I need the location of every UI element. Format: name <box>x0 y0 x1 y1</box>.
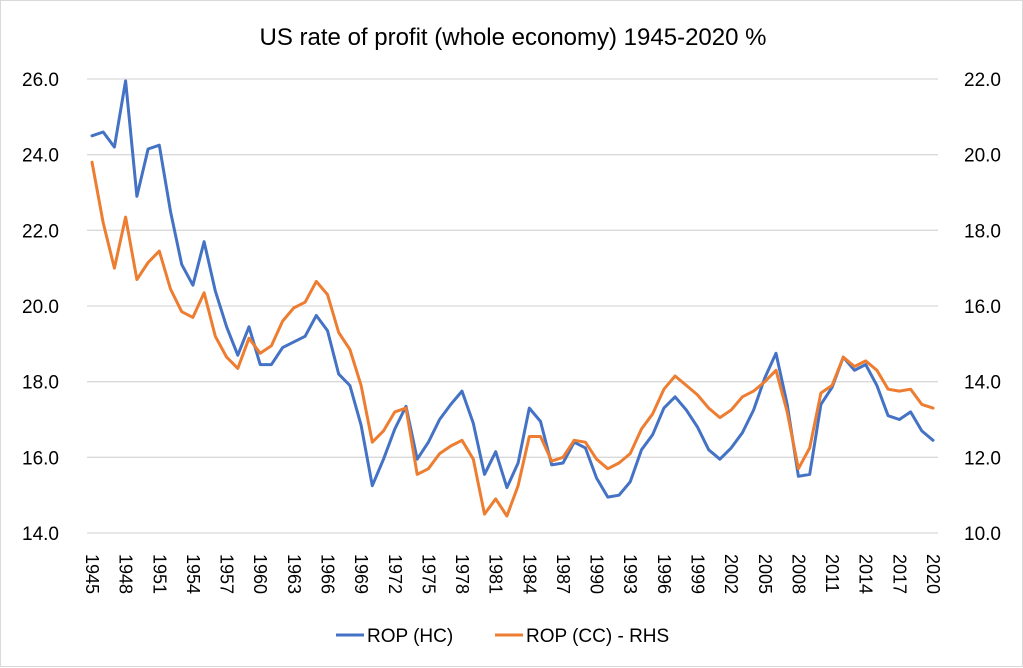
x-tick-label: 1996 <box>654 554 674 594</box>
x-tick-label: 2008 <box>788 554 808 594</box>
x-tick-label: 2002 <box>721 554 741 594</box>
x-axis: 1945 1948 1951 1954 1957 1960 1963 1966 1969 1972… <box>82 554 943 594</box>
y-tick-label-left: 16.0 <box>22 448 59 469</box>
x-tick-label: 1948 <box>116 554 136 594</box>
y-tick-label-right: 16.0 <box>964 297 1001 318</box>
x-tick-label: 1984 <box>519 554 539 594</box>
x-tick-label: 2005 <box>755 554 775 594</box>
y-tick-label-right: 20.0 <box>964 146 1001 167</box>
series-line-rop-hc <box>90 79 935 499</box>
y-tick-label-left: 26.0 <box>22 70 59 91</box>
x-tick-label: 1969 <box>351 554 371 594</box>
x-tick-label: 1990 <box>587 554 607 594</box>
legend-label-rop-cc: ROP (CC) - RHS <box>526 626 669 647</box>
y-tick-label-left: 14.0 <box>22 524 59 545</box>
x-tick-label: 2017 <box>889 554 909 594</box>
x-tick-label: 1960 <box>250 554 270 594</box>
y-tick-label-left: 18.0 <box>22 373 59 394</box>
x-tick-label: 1951 <box>149 554 169 594</box>
y-tick-label-left: 24.0 <box>22 146 59 167</box>
x-tick-label: 1993 <box>620 554 640 594</box>
x-tick-label: 1999 <box>688 554 708 594</box>
y-tick-label-left: 22.0 <box>22 221 59 242</box>
x-tick-label: 2011 <box>822 554 842 593</box>
x-tick-label: 1978 <box>452 554 472 594</box>
y-tick-label-left: 20.0 <box>22 297 59 318</box>
gridlines <box>87 78 938 534</box>
x-tick-label: 2020 <box>923 554 943 594</box>
y-tick-label-right: 10.0 <box>964 524 1001 545</box>
x-tick-label: 2014 <box>856 554 876 594</box>
x-tick-label: 1966 <box>317 554 337 594</box>
y-tick-label-right: 18.0 <box>964 221 1001 242</box>
y-tick-label-right: 22.0 <box>964 70 1001 91</box>
y-tick-label-right: 14.0 <box>964 373 1001 394</box>
x-tick-label: 1987 <box>553 554 573 594</box>
x-tick-label: 1957 <box>217 554 237 594</box>
y-tick-label-right: 12.0 <box>964 448 1001 469</box>
chart-title: US rate of profit (whole economy) 1945-2… <box>260 24 767 51</box>
series-layer <box>90 79 935 518</box>
x-tick-label: 1981 <box>486 554 506 594</box>
legend-label-rop-hc: ROP (HC) <box>367 626 453 647</box>
x-tick-label: 1975 <box>418 554 438 594</box>
y-axis-left: 26.0 24.0 22.0 20.0 18.0 16.0 14.0 <box>22 70 59 545</box>
x-tick-label: 1945 <box>82 554 102 594</box>
x-tick-label: 1972 <box>385 554 405 594</box>
legend-item-rop-cc[interactable]: ROP (CC) - RHS <box>495 626 669 647</box>
x-tick-label: 1954 <box>183 554 203 594</box>
x-tick-label: 1963 <box>284 554 304 594</box>
legend: ROP (HC) ROP (CC) - RHS <box>336 626 669 647</box>
legend-item-rop-hc[interactable]: ROP (HC) <box>336 626 453 647</box>
series-line-rop-cc <box>90 160 935 518</box>
y-axis-right: 22.0 20.0 18.0 16.0 14.0 12.0 10.0 <box>964 70 1001 545</box>
